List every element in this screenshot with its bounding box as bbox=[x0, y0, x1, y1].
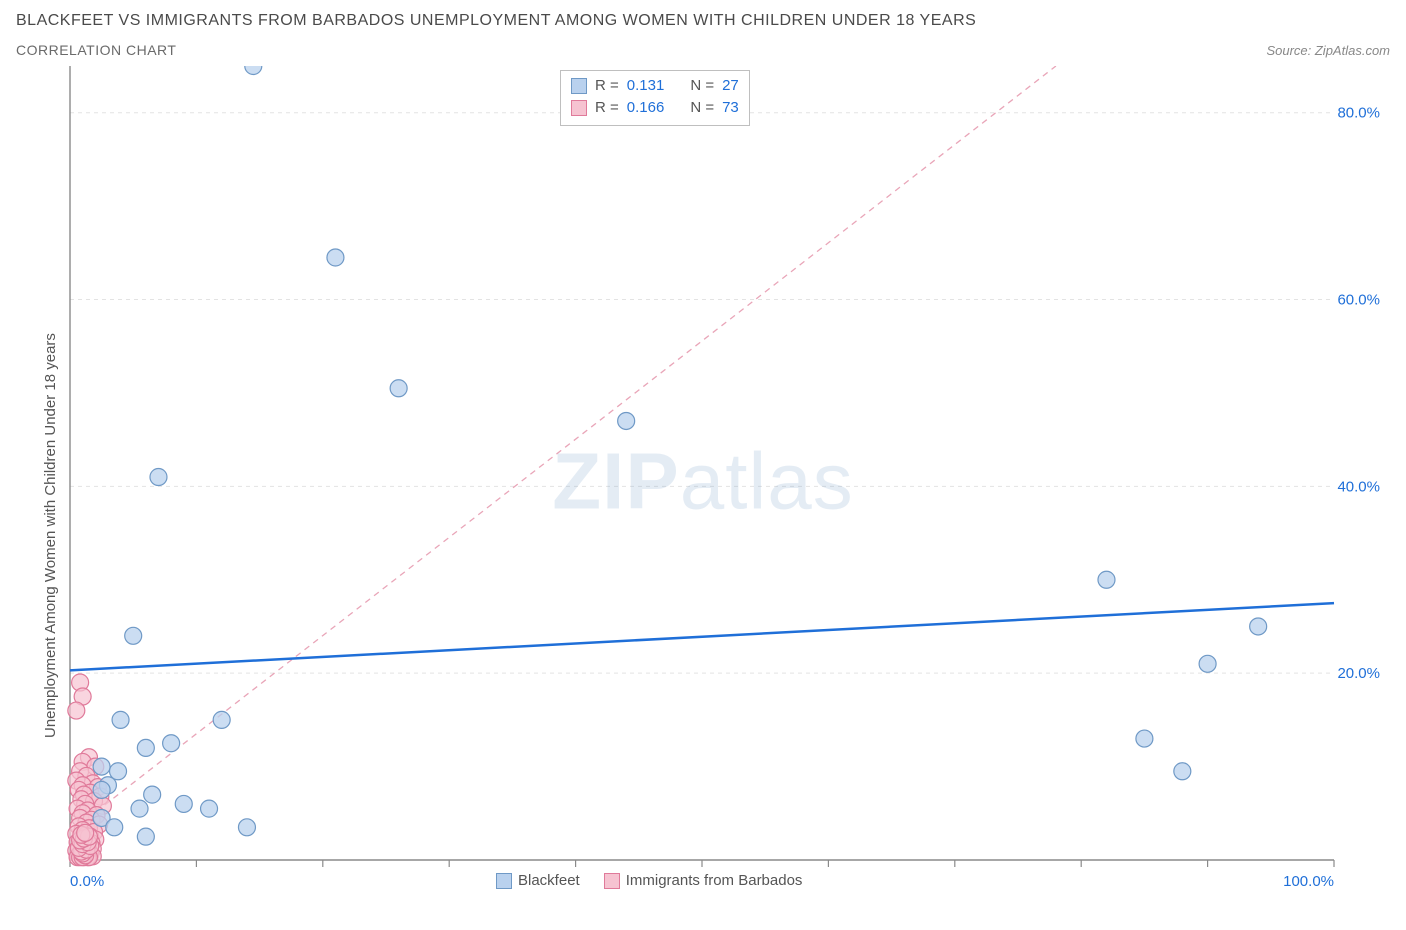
swatch-barbados bbox=[571, 100, 587, 116]
svg-text:0.0%: 0.0% bbox=[70, 873, 104, 890]
r-label: R = bbox=[595, 75, 619, 97]
r-value: 0.166 bbox=[627, 97, 665, 119]
subtitle-row: CORRELATION CHART Source: ZipAtlas.com bbox=[16, 42, 1390, 58]
svg-text:80.0%: 80.0% bbox=[1337, 105, 1380, 122]
svg-text:20.0%: 20.0% bbox=[1337, 665, 1380, 682]
legend-item-barbados: Immigrants from Barbados bbox=[604, 872, 803, 889]
correlation-stats-box: R = 0.131 N = 27 R = 0.166 N = 73 bbox=[560, 70, 750, 126]
chart-subtitle: CORRELATION CHART bbox=[16, 42, 176, 58]
legend-item-blackfeet: Blackfeet bbox=[496, 872, 580, 889]
scatter-chart-svg: 0.0% 100.0% 20.0% 40.0% 60.0% 80.0% bbox=[16, 66, 1390, 906]
y-axis-title: Unemployment Among Women with Children U… bbox=[42, 333, 59, 738]
chart-container: 0.0%100.0%20.0%40.0%60.0%80.0% ZIPatlas … bbox=[16, 66, 1390, 906]
legend-label: Immigrants from Barbados bbox=[626, 872, 803, 889]
legend: Blackfeet Immigrants from Barbados bbox=[496, 872, 802, 889]
svg-text:40.0%: 40.0% bbox=[1337, 478, 1380, 495]
r-value: 0.131 bbox=[627, 75, 665, 97]
source-label: Source: ZipAtlas.com bbox=[1266, 43, 1390, 58]
svg-text:100.0%: 100.0% bbox=[1283, 873, 1334, 890]
legend-label: Blackfeet bbox=[518, 872, 580, 889]
n-value: 27 bbox=[722, 75, 739, 97]
stats-row-2: R = 0.166 N = 73 bbox=[571, 97, 739, 119]
swatch-barbados bbox=[604, 873, 620, 889]
svg-text:60.0%: 60.0% bbox=[1337, 292, 1380, 309]
swatch-blackfeet bbox=[571, 78, 587, 94]
n-label: N = bbox=[690, 75, 714, 97]
n-value: 73 bbox=[722, 97, 739, 119]
n-label: N = bbox=[690, 97, 714, 119]
swatch-blackfeet bbox=[496, 873, 512, 889]
page-title: BLACKFEET VS IMMIGRANTS FROM BARBADOS UN… bbox=[16, 12, 1390, 30]
r-label: R = bbox=[595, 97, 619, 119]
stats-row-1: R = 0.131 N = 27 bbox=[571, 75, 739, 97]
